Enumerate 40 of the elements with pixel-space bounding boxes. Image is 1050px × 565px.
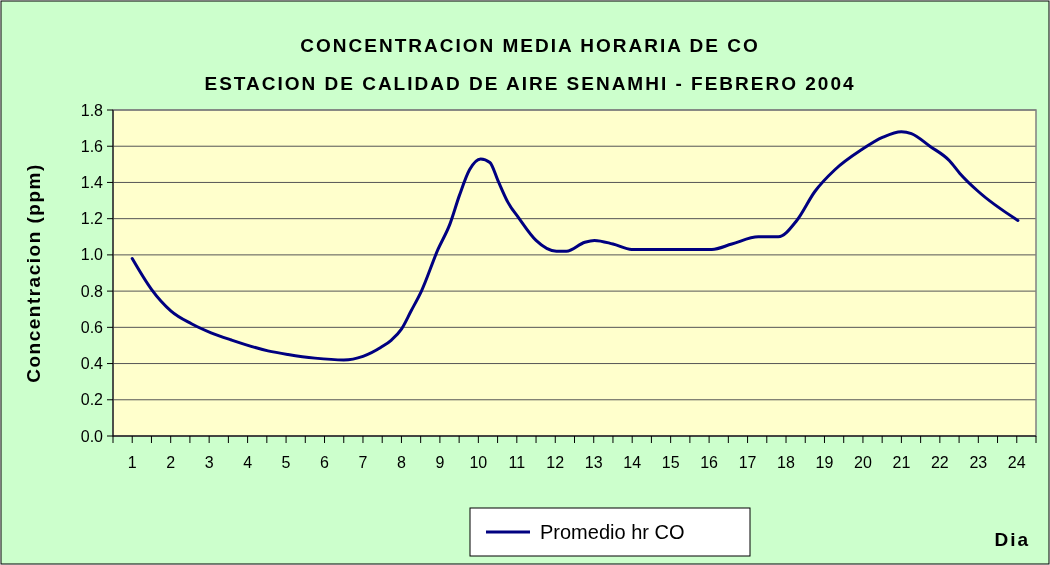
x-tick-label: 17: [738, 454, 757, 471]
x-tick-label: 5: [281, 454, 291, 471]
x-tick-label: 16: [700, 454, 719, 471]
x-axis-title: Dia: [994, 529, 1030, 550]
x-tick-label: 10: [469, 454, 488, 471]
x-tick-label: 11: [508, 454, 526, 471]
x-tick-label: 4: [243, 454, 253, 471]
x-tick-label: 3: [204, 454, 214, 471]
x-tick-label: 13: [584, 454, 603, 471]
x-tick-label: 9: [435, 454, 445, 471]
x-tick-label: 6: [320, 454, 330, 471]
chart-title: CONCENTRACION MEDIA HORARIA DE CO: [300, 35, 760, 56]
x-tick-label: 23: [969, 454, 988, 471]
x-tick-label: 24: [1007, 454, 1026, 471]
y-tick-label: 1.4: [80, 174, 104, 192]
y-tick-label: 1.2: [80, 210, 104, 228]
y-tick-label: 0.6: [80, 318, 104, 336]
x-tick-label: 21: [892, 454, 911, 471]
x-tick-label: 22: [930, 454, 949, 471]
y-tick-label: 0.4: [80, 355, 104, 373]
x-tick-label: 15: [661, 454, 680, 471]
x-tick-label: 18: [777, 454, 796, 471]
legend-label: Promedio hr CO: [540, 521, 685, 543]
x-tick-label: 1: [127, 454, 137, 471]
line-series: [130, 130, 1020, 362]
x-tick-label: 20: [854, 454, 872, 471]
y-tick-label: 0.8: [80, 282, 104, 300]
x-tick-label: 19: [815, 454, 834, 471]
x-tick-label: 12: [546, 454, 565, 471]
x-tick-label: 7: [358, 454, 368, 471]
x-tick-label: 14: [623, 454, 642, 471]
y-tick-label: 0.0: [80, 427, 104, 445]
y-tick-label: 1.8: [80, 101, 104, 119]
y-tick-label: 1.6: [80, 137, 104, 155]
chart-subtitle: ESTACION DE CALIDAD DE AIRE SENAMHI - FEBRERO 2004: [204, 73, 856, 94]
y-axis-title: Concentracion (ppm): [23, 163, 44, 383]
x-tick-label: 2: [166, 454, 176, 471]
x-tick-label: 8: [396, 454, 406, 471]
y-tick-label: 1.0: [80, 246, 104, 264]
y-tick-label: 0.2: [80, 391, 104, 409]
